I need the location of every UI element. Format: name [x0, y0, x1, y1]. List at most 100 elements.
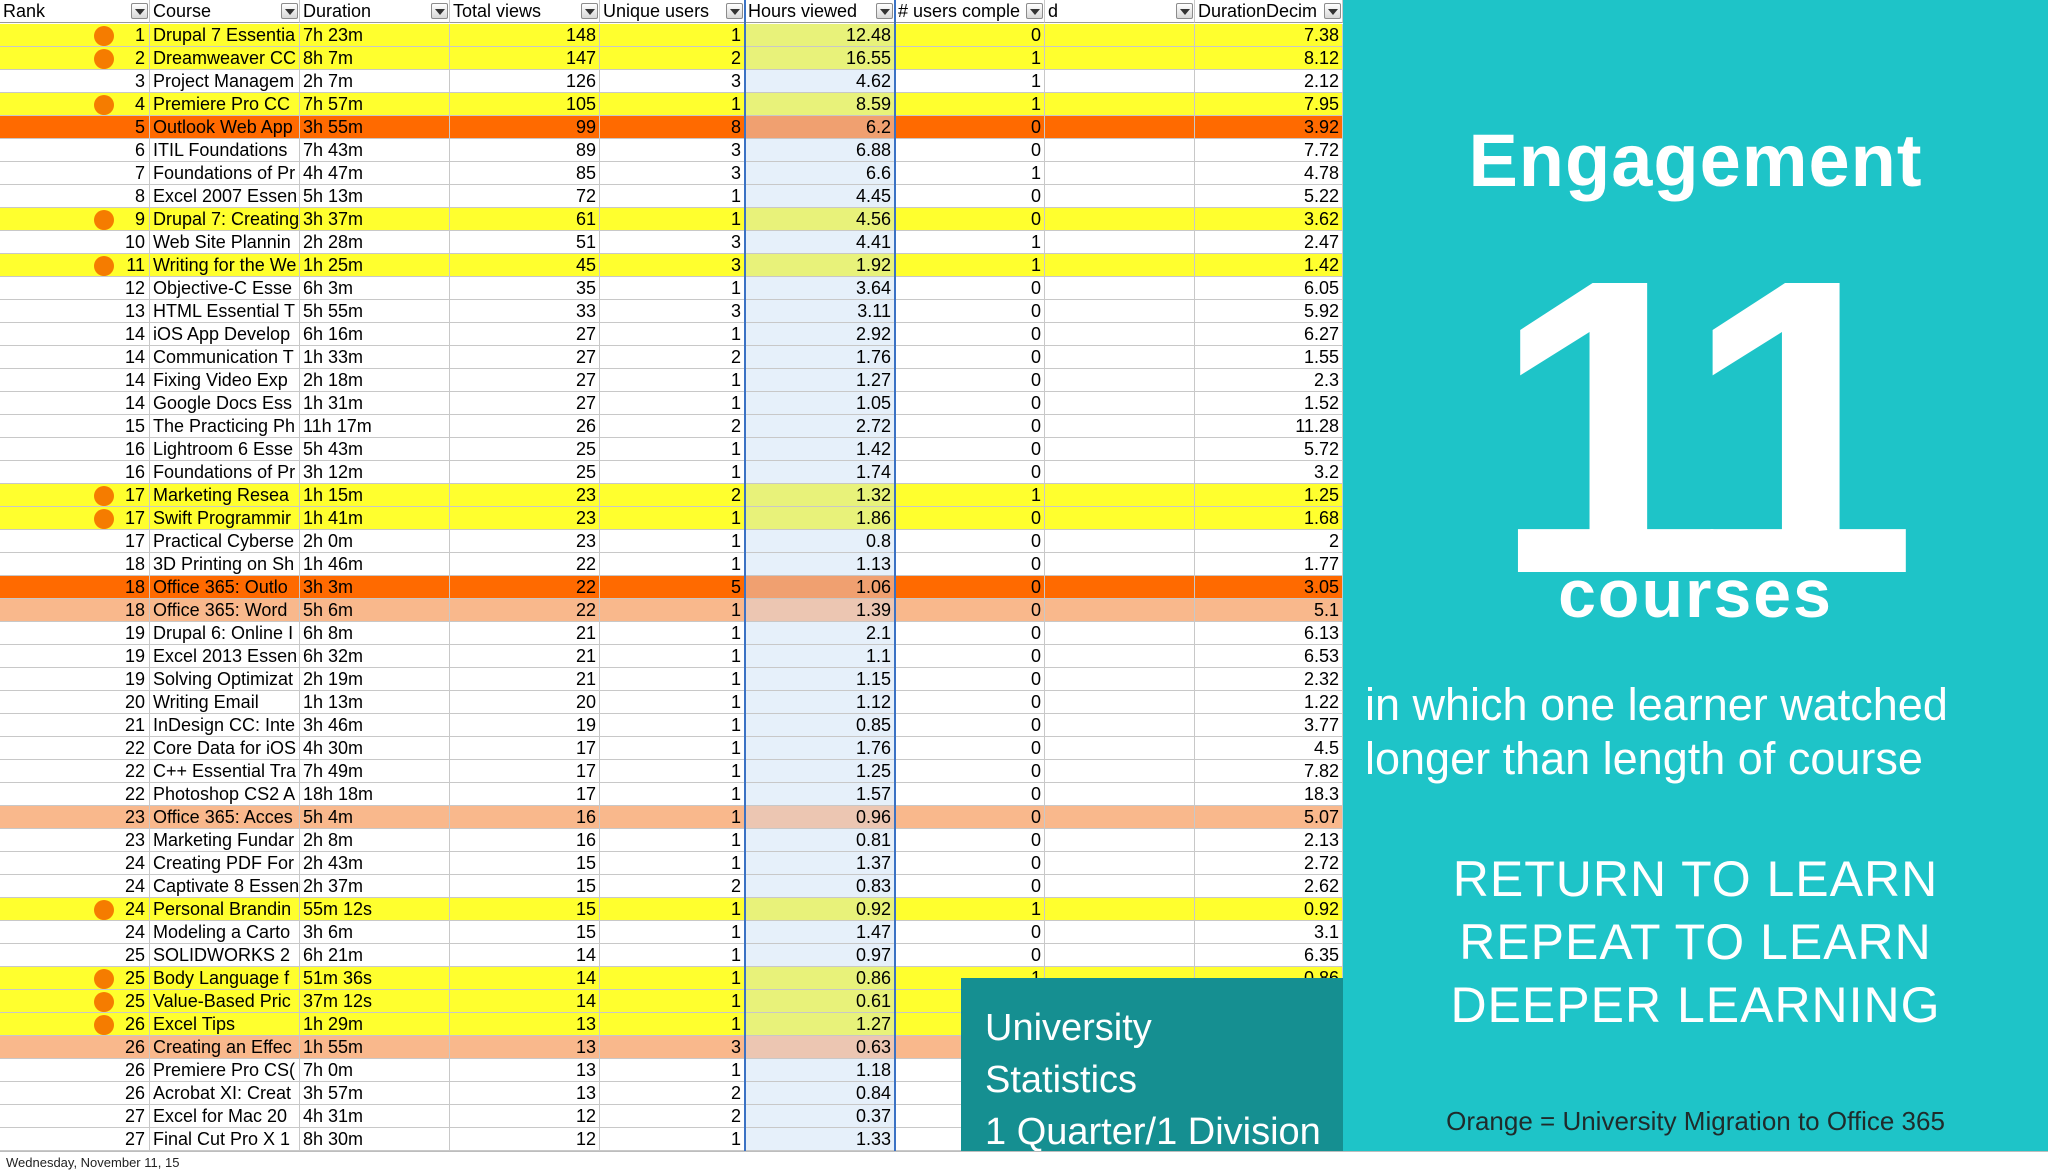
cell-rank[interactable]: 15	[0, 415, 150, 438]
cell-dec[interactable]: 3.62	[1195, 208, 1343, 231]
table-row[interactable]: 16 Lightroom 6 Esse 5h 43m 25 1 1.42 0 5.72	[0, 438, 1343, 461]
cell-dec[interactable]: 3.2	[1195, 461, 1343, 484]
cell-course[interactable]: Fixing Video Exp	[150, 369, 300, 392]
cell-rank[interactable]: 6	[0, 139, 150, 162]
cell-users[interactable]: 1	[600, 760, 745, 783]
cell-dec[interactable]: 2.13	[1195, 829, 1343, 852]
cell-dec[interactable]: 6.53	[1195, 645, 1343, 668]
cell-hours[interactable]: 0.97	[745, 944, 895, 967]
cell-views[interactable]: 45	[450, 254, 600, 277]
cell-duration[interactable]: 1h 31m	[300, 392, 450, 415]
cell-users[interactable]: 1	[600, 668, 745, 691]
cell-completed[interactable]: 0	[895, 599, 1045, 622]
cell-d[interactable]	[1045, 737, 1195, 760]
cell-hours[interactable]: 1.47	[745, 921, 895, 944]
cell-completed[interactable]: 1	[895, 70, 1045, 93]
table-row[interactable]: 4 Premiere Pro CC 7h 57m 105 1 8.59 1 7.95	[0, 93, 1343, 116]
cell-completed[interactable]: 0	[895, 323, 1045, 346]
cell-dec[interactable]: 3.05	[1195, 576, 1343, 599]
cell-users[interactable]: 3	[600, 139, 745, 162]
cell-hours[interactable]: 1.25	[745, 760, 895, 783]
table-row[interactable]: 14 Fixing Video Exp 2h 18m 27 1 1.27 0 2.3	[0, 369, 1343, 392]
cell-views[interactable]: 17	[450, 760, 600, 783]
cell-views[interactable]: 22	[450, 553, 600, 576]
cell-users[interactable]: 1	[600, 208, 745, 231]
cell-duration[interactable]: 4h 30m	[300, 737, 450, 760]
cell-completed[interactable]: 0	[895, 530, 1045, 553]
cell-d[interactable]	[1045, 47, 1195, 70]
cell-hours[interactable]: 0.92	[745, 898, 895, 921]
cell-duration[interactable]: 4h 31m	[300, 1105, 450, 1128]
cell-d[interactable]	[1045, 760, 1195, 783]
cell-duration[interactable]: 5h 43m	[300, 438, 450, 461]
cell-course[interactable]: Creating PDF For	[150, 852, 300, 875]
cell-hours[interactable]: 0.37	[745, 1105, 895, 1128]
cell-rank[interactable]: 21	[0, 714, 150, 737]
cell-duration[interactable]: 5h 4m	[300, 806, 450, 829]
column-header[interactable]: Unique users	[600, 0, 745, 23]
column-header[interactable]: Duration	[300, 0, 450, 23]
cell-course[interactable]: Value-Based Pric	[150, 990, 300, 1013]
cell-rank[interactable]: 12	[0, 277, 150, 300]
cell-dec[interactable]: 5.07	[1195, 806, 1343, 829]
cell-hours[interactable]: 1.06	[745, 576, 895, 599]
table-row[interactable]: 15 The Practicing Ph 11h 17m 26 2 2.72 0 11.28	[0, 415, 1343, 438]
cell-users[interactable]: 1	[600, 714, 745, 737]
cell-d[interactable]	[1045, 852, 1195, 875]
cell-course[interactable]: C++ Essential Tra	[150, 760, 300, 783]
cell-views[interactable]: 105	[450, 93, 600, 116]
cell-rank[interactable]: 13	[0, 300, 150, 323]
cell-completed[interactable]: 0	[895, 415, 1045, 438]
cell-rank[interactable]: 14	[0, 392, 150, 415]
cell-views[interactable]: 27	[450, 346, 600, 369]
cell-dec[interactable]: 1.52	[1195, 392, 1343, 415]
cell-hours[interactable]: 1.32	[745, 484, 895, 507]
cell-users[interactable]: 2	[600, 1105, 745, 1128]
cell-course[interactable]: Excel Tips	[150, 1013, 300, 1036]
table-row[interactable]: 19 Solving Optimizat 2h 19m 21 1 1.15 0 2.32	[0, 668, 1343, 691]
cell-hours[interactable]: 1.42	[745, 438, 895, 461]
cell-users[interactable]: 1	[600, 829, 745, 852]
cell-dec[interactable]: 11.28	[1195, 415, 1343, 438]
cell-hours[interactable]: 4.45	[745, 185, 895, 208]
cell-d[interactable]	[1045, 484, 1195, 507]
cell-completed[interactable]: 0	[895, 208, 1045, 231]
cell-views[interactable]: 23	[450, 484, 600, 507]
cell-d[interactable]	[1045, 70, 1195, 93]
cell-duration[interactable]: 2h 8m	[300, 829, 450, 852]
cell-completed[interactable]: 0	[895, 760, 1045, 783]
cell-d[interactable]	[1045, 553, 1195, 576]
cell-hours[interactable]: 4.62	[745, 70, 895, 93]
filter-dropdown-icon[interactable]	[581, 3, 598, 19]
cell-views[interactable]: 22	[450, 599, 600, 622]
cell-course[interactable]: 3D Printing on Sh	[150, 553, 300, 576]
cell-users[interactable]: 1	[600, 1013, 745, 1036]
cell-rank[interactable]: 7	[0, 162, 150, 185]
cell-rank[interactable]: 14	[0, 346, 150, 369]
cell-users[interactable]: 1	[600, 898, 745, 921]
cell-completed[interactable]: 0	[895, 944, 1045, 967]
table-row[interactable]: 24 Personal Brandin 55m 12s 15 1 0.92 1 0.92	[0, 898, 1343, 921]
cell-views[interactable]: 17	[450, 783, 600, 806]
cell-views[interactable]: 17	[450, 737, 600, 760]
cell-rank[interactable]: 1	[0, 24, 150, 47]
cell-completed[interactable]: 0	[895, 369, 1045, 392]
cell-duration[interactable]: 2h 43m	[300, 852, 450, 875]
cell-hours[interactable]: 0.8	[745, 530, 895, 553]
cell-users[interactable]: 1	[600, 277, 745, 300]
cell-dec[interactable]: 2	[1195, 530, 1343, 553]
cell-dec[interactable]: 1.42	[1195, 254, 1343, 277]
cell-users[interactable]: 1	[600, 737, 745, 760]
cell-duration[interactable]: 7h 43m	[300, 139, 450, 162]
cell-users[interactable]: 5	[600, 576, 745, 599]
filter-dropdown-icon[interactable]	[1324, 3, 1341, 19]
cell-d[interactable]	[1045, 139, 1195, 162]
cell-completed[interactable]: 1	[895, 231, 1045, 254]
cell-d[interactable]	[1045, 231, 1195, 254]
cell-duration[interactable]: 3h 3m	[300, 576, 450, 599]
cell-users[interactable]: 1	[600, 392, 745, 415]
cell-hours[interactable]: 2.92	[745, 323, 895, 346]
cell-views[interactable]: 14	[450, 990, 600, 1013]
cell-views[interactable]: 89	[450, 139, 600, 162]
cell-completed[interactable]: 0	[895, 277, 1045, 300]
